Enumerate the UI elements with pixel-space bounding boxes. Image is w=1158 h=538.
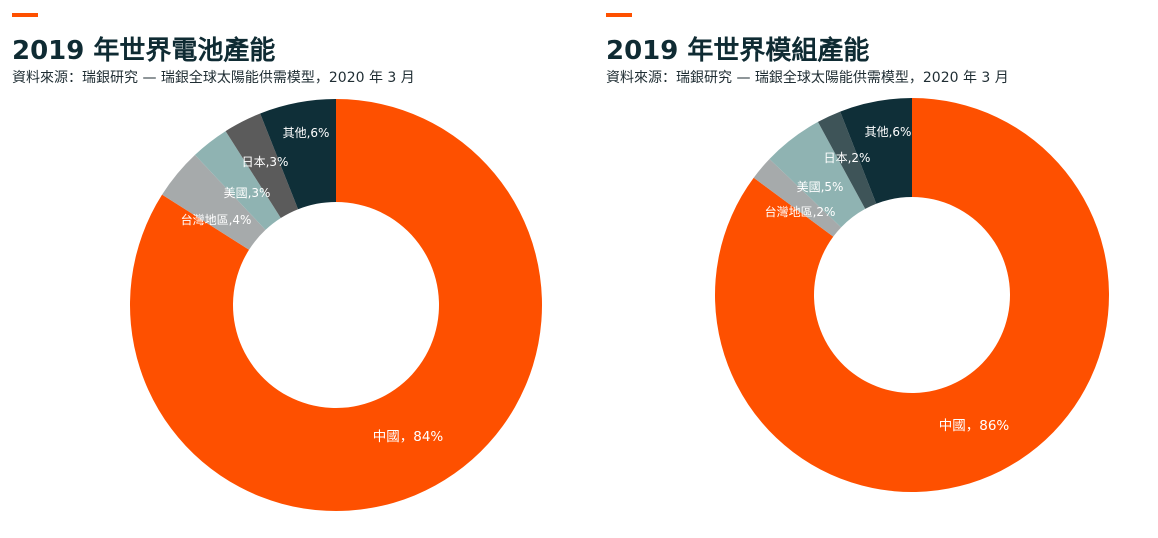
donut-slice-4 [225,113,299,219]
slice-label-3: 美國,3% [224,186,271,200]
slice-label-5: 其他,6% [865,125,912,139]
chart-title: 2019 年世界模組產能 [606,36,870,66]
donut-chart-battery: 中國，84% 台灣地區,4% 美國,3% 日本,3% 其他,6% [129,99,542,511]
donut-slice-1 [129,99,542,511]
chart-source: 資料來源：瑞銀研究 — 瑞銀全球太陽能供需模型，2020 年 3 月 [606,70,1009,86]
donut-chart-module: 中國，86% 台灣地區,2% 美國,5% 日本,2% 其他,6% [715,98,1109,492]
chart-source: 資料來源：瑞銀研究 — 瑞銀全球太陽能供需模型，2020 年 3 月 [12,70,415,86]
donut-slice-4 [817,111,877,209]
donut-slice-2 [753,158,842,237]
donut-slice-5 [840,98,912,204]
slice-label-4: 日本,2% [824,151,871,165]
chart-panel-module: 2019 年世界模組產能 資料來源：瑞銀研究 — 瑞銀全球太陽能供需模型，202… [594,0,1154,538]
slice-label-2: 台灣地區,4% [181,212,252,227]
chart-panel-battery: 2019 年世界電池產能 資料來源：瑞銀研究 — 瑞銀全球太陽能供需模型，202… [0,0,560,538]
donut-slice-5 [260,99,336,210]
donut-slice-1 [715,98,1109,492]
slice-label-1: 中國，86% [939,418,1010,434]
slice-label-2: 台灣地區,2% [765,204,836,219]
slice-label-1: 中國，84% [373,429,444,445]
donut-slice-3 [194,131,281,230]
slice-label-3: 美國,5% [797,180,844,194]
chart-title: 2019 年世界電池產能 [12,36,276,66]
slice-label-5: 其他,6% [283,126,330,140]
accent-bar [606,13,632,17]
donut-slice-2 [162,154,266,250]
slice-label-4: 日本,3% [242,155,289,169]
donut-slice-3 [769,121,866,228]
accent-bar [12,13,38,17]
